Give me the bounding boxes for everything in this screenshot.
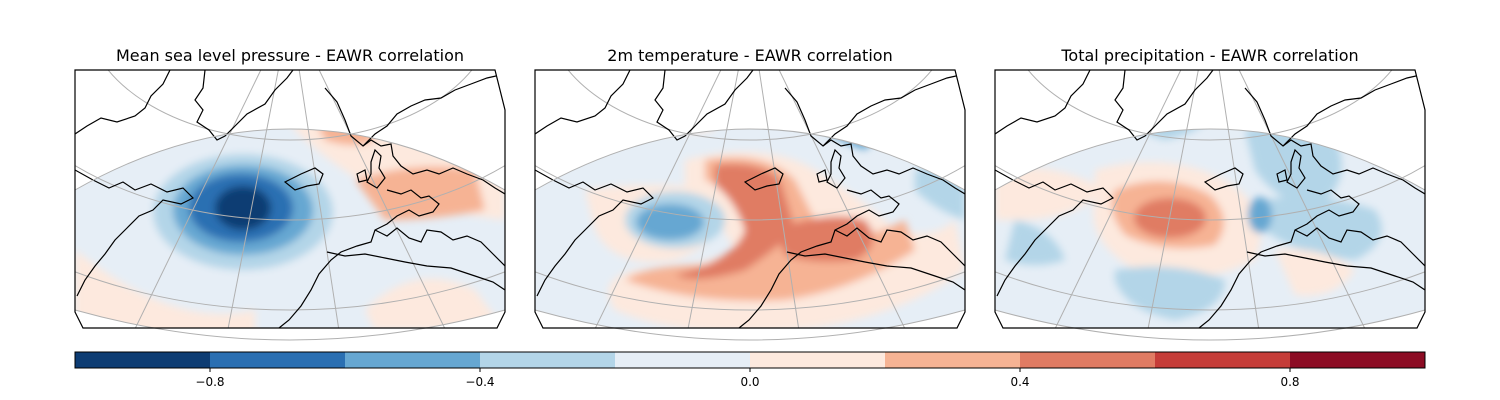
panel-mslp: Mean sea level pressure - EAWR correlati… [74,46,506,341]
colorbar-segment [210,352,345,368]
field-mslp [75,129,505,328]
field-t2m [535,129,965,328]
colorbar-segment [615,352,750,368]
map-frame-tp [994,69,1426,329]
map-frame-t2m [534,69,966,329]
colorbar-segment [75,352,210,368]
colorbar-segment [750,352,885,368]
colorbar-tick-label: 0.8 [1280,375,1299,389]
panel-title-tp: Total precipitation - EAWR correlation [1060,46,1358,65]
panel-tp: Total precipitation - EAWR correlation [994,46,1426,341]
colorbar-segment [1155,352,1290,368]
panel-title-t2m: 2m temperature - EAWR correlation [607,46,892,65]
colorbar-segment [480,352,615,368]
colorbar-segment [345,352,480,368]
colorbar-tick-label: −0.4 [465,375,494,389]
colorbar: −0.8 −0.4 0.0 0.4 0.8 [74,351,1426,389]
panel-title-mslp: Mean sea level pressure - EAWR correlati… [116,46,464,65]
colorbar-tick-label: 0.4 [1010,375,1029,389]
colorbar-tick-label: −0.8 [195,375,224,389]
colorbar-tick-label: 0.0 [740,375,759,389]
map-frame-mslp [74,69,506,329]
colorbar-segment [1020,352,1155,368]
panel-t2m: 2m temperature - EAWR correlation [534,46,966,341]
field-tp [995,129,1425,328]
colorbar-segment [885,352,1020,368]
colorbar-segment [1290,352,1425,368]
